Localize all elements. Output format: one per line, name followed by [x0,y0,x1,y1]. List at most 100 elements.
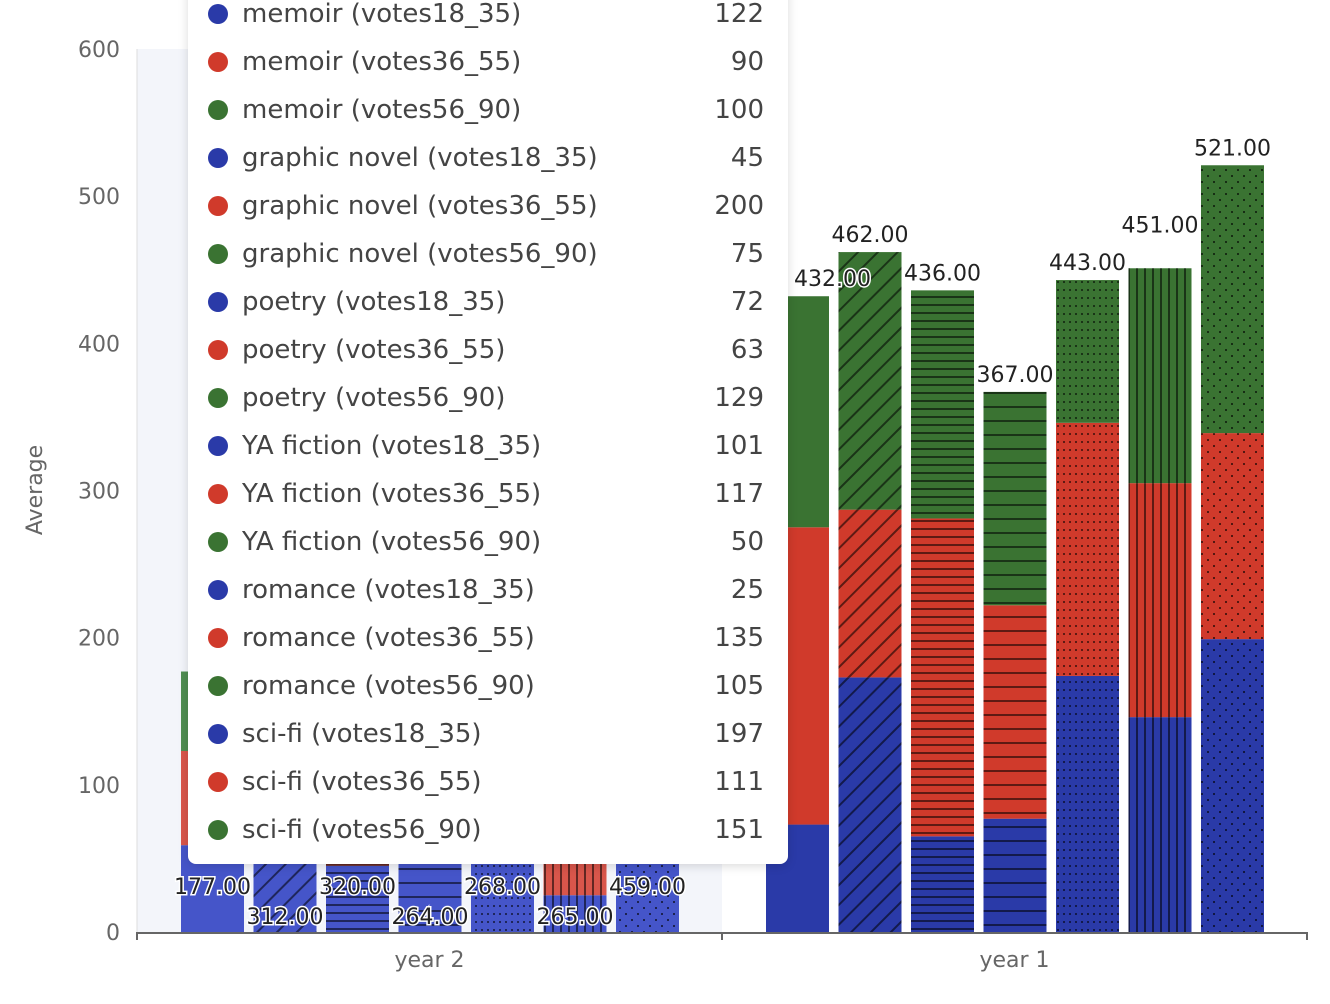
bar-total-label: 312.00 [247,905,324,930]
tooltip-row: YA fiction (votes56_90) 50 [208,518,764,566]
y-tick-label: 500 [78,185,120,210]
tooltip-value: 90 [730,47,764,77]
series-dot-icon [208,292,228,312]
tooltip-label: romance (votes36_55) [242,623,535,653]
tooltip-row: graphic novel (votes56_90) 75 [208,230,764,278]
bar-pattern [543,895,607,932]
tooltip-label: graphic novel (votes56_90) [242,239,598,269]
series-dot-icon [208,52,228,72]
tooltip-label: poetry (votes18_35) [242,287,506,317]
bar-total-label: 265.00 [537,905,614,930]
tooltip-row: poetry (votes56_90) 129 [208,374,764,422]
tooltip-row: memoir (votes18_35) 122 [208,0,764,38]
tooltip-label: poetry (votes36_55) [242,335,506,365]
series-dot-icon [208,436,228,456]
tooltip-row: romance (votes36_55) 135 [208,614,764,662]
series-dot-icon [208,580,228,600]
bar-pattern [838,509,902,678]
bar-total-label: 459.00 [609,875,686,900]
bar-pattern [1201,165,1264,434]
series-dot-icon [208,244,228,264]
tooltip-value: 63 [730,335,764,365]
bar-pattern [326,865,389,932]
bar-pattern [1201,639,1264,932]
tooltip-row: graphic novel (votes18_35) 45 [208,134,764,182]
tooltip-label: sci-fi (votes18_35) [242,719,482,749]
tooltip-value: 25 [730,575,764,605]
bar-pattern [1056,422,1119,676]
tooltip-label: memoir (votes56_90) [242,95,522,125]
tooltip-label: graphic novel (votes18_35) [242,143,598,173]
bar-pattern [1128,717,1192,932]
tooltip-label: sci-fi (votes56_90) [242,815,482,845]
tooltip-value: 75 [730,239,764,269]
tooltip-row: memoir (votes36_55) 90 [208,38,764,86]
series-dot-icon [208,772,228,792]
bar-pattern [838,677,902,932]
tooltip-label: sci-fi (votes36_55) [242,767,482,797]
x-tick-label: year 2 [394,948,464,973]
tooltip-row: graphic novel (votes36_55) 200 [208,182,764,230]
tooltip-label: YA fiction (votes56_90) [242,527,542,557]
y-tick-label: 300 [78,480,120,505]
series-dot-icon [208,724,228,744]
tooltip-row: poetry (votes18_35) 72 [208,278,764,326]
tooltip-value: 111 [714,767,764,797]
bar-total-label: 177.00 [174,875,251,900]
tooltip-row: sci-fi (votes56_90) 151 [208,806,764,854]
y-tick-label: 0 [106,921,120,946]
bar-total-label: 521.00 [1194,136,1271,161]
tooltip-label: poetry (votes56_90) [242,383,506,413]
tooltip-value: 72 [730,287,764,317]
tooltip-row: sci-fi (votes36_55) 111 [208,758,764,806]
bar-total-label: 436.00 [904,261,981,286]
series-dot-icon [208,196,228,216]
tooltip-row: sci-fi (votes18_35) 197 [208,710,764,758]
tooltip-value: 105 [714,671,764,701]
bar-pattern [838,252,902,510]
tooltip-label: YA fiction (votes18_35) [242,431,542,461]
tooltip-label: graphic novel (votes36_55) [242,191,598,221]
bar-pattern [911,290,974,519]
series-dot-icon [208,148,228,168]
tooltip-label: memoir (votes18_35) [242,0,522,29]
tooltip-value: 129 [714,383,764,413]
bar-total-label: 432.00 [794,267,871,292]
bar-pattern [983,605,1047,819]
y-tick-label: 600 [78,38,120,63]
series-dot-icon [208,4,228,24]
y-axis-label: Average [23,445,48,535]
series-dot-icon [208,100,228,120]
series-dot-icon [208,820,228,840]
bar-pattern [911,836,974,932]
tooltip-value: 100 [714,95,764,125]
tooltip-value: 200 [714,191,764,221]
tooltip-value: 117 [714,479,764,509]
bar-total-label: 367.00 [977,363,1054,388]
tooltip-row: romance (votes56_90) 105 [208,662,764,710]
x-tick-label: year 1 [979,948,1049,973]
tooltip-value: 101 [714,431,764,461]
tooltip-row: romance (votes18_35) 25 [208,566,764,614]
bar-total-label: 264.00 [392,905,469,930]
y-tick-label: 200 [78,627,120,652]
tooltip: memoir (votes18_35) 122 memoir (votes36_55… [188,0,788,864]
tooltip-label: romance (votes56_90) [242,671,535,701]
tooltip-value: 50 [730,527,764,557]
bar-total-label: 462.00 [832,223,909,248]
series-dot-icon [208,532,228,552]
bar-pattern [1056,280,1119,423]
bar-total-label: 320.00 [319,875,396,900]
series-dot-icon [208,628,228,648]
bar-total-label: 443.00 [1049,251,1126,276]
bar-pattern [1128,483,1192,718]
bar-pattern [1056,675,1119,932]
tooltip-label: romance (votes18_35) [242,575,535,605]
series-dot-icon [208,388,228,408]
bar-pattern [1128,268,1192,484]
series-dot-icon [208,676,228,696]
tooltip-row: memoir (votes56_90) 100 [208,86,764,134]
tooltip-label: memoir (votes36_55) [242,47,522,77]
series-dot-icon [208,340,228,360]
y-tick-label: 100 [78,774,120,799]
